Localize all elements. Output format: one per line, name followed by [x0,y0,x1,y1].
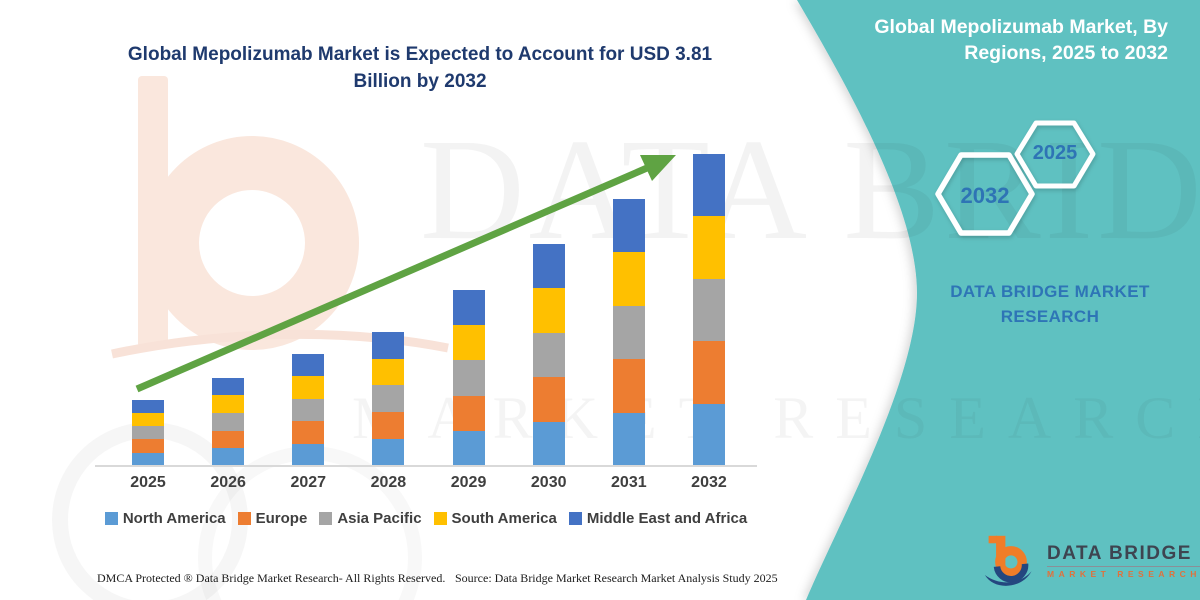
legend-swatch-icon [568,512,582,525]
watermark-b-bowl [145,136,359,350]
bar-segment-2027-middle-east-and-africa [292,354,325,377]
bar-segment-2026-south-america [212,395,245,413]
right-panel-heading: Global Mepolizumab Market, By Regions, 2… [820,14,1168,67]
bar-segment-2027-asia-pacific [292,398,325,422]
bar-segment-2026-middle-east-and-africa [212,377,245,396]
bar-segment-2030-north-america [532,421,565,466]
bar-segment-2028-asia-pacific [372,385,405,413]
bar-segment-2026-asia-pacific [212,412,245,431]
x-axis-line [95,465,757,467]
bar-segment-2028-europe [372,412,405,440]
chart-legend: North America Europe Asia Pacific South Ame… [92,510,760,527]
logo-b-flag [988,535,997,544]
bar-segment-2025-europe [132,439,164,453]
x-tick-2030: 2030 [530,474,567,491]
bar-segment-2032-north-america [692,403,725,466]
watermark-text-1: DATA BRIDGE [420,110,1200,270]
right-panel-brand-text: DATA BRIDGE MARKET RESEARCH [920,280,1180,329]
logo-divider [1047,566,1200,567]
bar-segment-2032-middle-east-and-africa [692,154,725,217]
footer-dmca-text: DMCA Protected ® Data Bridge Market Rese… [97,571,446,585]
bar-segment-2031-asia-pacific [612,305,645,360]
bar-segment-2032-europe [692,341,725,404]
bar-segment-2028-south-america [372,358,405,386]
bar-2031 [612,199,645,466]
bar-segment-2025-north-america [132,452,164,466]
bar-2025 [132,399,164,466]
bar-segment-2027-south-america [292,376,325,399]
chart-title-line-1: Global Mepolizumab Market is Expected to… [127,44,713,65]
watermark-b-stem [138,76,168,348]
legend-label: South America [451,510,557,527]
bar-segment-2030-south-america [532,288,565,333]
bar-segment-2027-north-america [292,443,325,466]
legend-item-middle-east-and-africa: Middle East and Africa [568,510,748,527]
x-tick-2025: 2025 [130,474,166,491]
legend-label: Asia Pacific [337,510,422,527]
brand-line-1: DATA BRIDGE MARKET [950,282,1150,301]
bar-segment-2030-middle-east-and-africa [532,244,565,289]
legend-label: North America [122,510,226,527]
legend-label: Europe [255,510,308,527]
x-tick-2031: 2031 [611,474,647,491]
chart-title-line-2: Billion by 2032 [353,70,487,92]
x-tick-2032: 2032 [691,474,727,491]
legend-item-europe: Europe [237,510,308,527]
legend-label: Middle East and Africa [586,510,748,527]
legend-item-north-america: North America [104,510,226,527]
x-tick-2026: 2026 [210,474,246,491]
hexagon-2025-label: 2025 [1032,142,1078,164]
right-panel-heading-line-2: Regions, 2025 to 2032 [964,42,1168,65]
legend-item-south-america: South America [433,510,557,527]
right-panel-heading-line-1: Global Mepolizumab Market, By [874,16,1168,38]
legend-swatch-icon [433,512,447,525]
bar-2027 [292,354,325,466]
bar-2030 [532,244,565,466]
bar-segment-2028-north-america [372,439,405,466]
bar-segment-2025-asia-pacific [132,426,164,440]
bar-segment-2030-europe [532,377,565,422]
bar-2029 [452,290,485,466]
bar-segment-2026-europe [212,430,245,449]
x-tick-2028: 2028 [370,474,407,491]
footer-source-text: Source: Data Bridge Market Research Mark… [455,571,778,585]
logo-name: DATA BRIDGE [1047,543,1192,564]
logo-text-block: DATA BRIDGE MARKET RESEARCH [1047,543,1200,579]
logo-tagline: MARKET RESEARCH [1047,569,1200,579]
bar-2026 [212,377,245,466]
bar-segment-2031-middle-east-and-africa [612,199,645,253]
bar-segment-2032-asia-pacific [692,278,725,342]
bar-segment-2031-europe [612,359,645,413]
bar-segment-2025-middle-east-and-africa [132,399,164,413]
bar-2028 [372,331,405,466]
x-tick-2027: 2027 [290,474,327,491]
bar-segment-2029-south-america [452,325,485,361]
brand-line-2: RESEARCH [1000,306,1100,326]
bar-segment-2032-south-america [692,216,725,279]
legend-swatch-icon [104,512,118,525]
bar-segment-2027-europe [292,421,325,444]
bar-segment-2031-south-america [612,252,645,306]
data-bridge-logo: DATA BRIDGE MARKET RESEARCH [983,530,1200,592]
legend-item-asia-pacific: Asia Pacific [319,510,422,527]
bar-segment-2029-north-america [452,430,485,466]
bar-segment-2025-south-america [132,412,164,427]
bar-segment-2026-north-america [212,448,245,466]
logo-b-bowl [995,546,1027,578]
chart-title: Global Mepolizumab Market is Expected to… [100,42,740,95]
bar-segment-2029-middle-east-and-africa [452,290,485,326]
bar-segment-2030-asia-pacific [532,332,565,378]
data-bridge-logo-icon [984,535,1032,586]
bar-segment-2029-asia-pacific [452,360,485,396]
bar-2032 [692,154,725,466]
x-tick-2029: 2029 [450,474,487,491]
legend-swatch-icon [237,512,251,525]
bar-segment-2031-north-america [612,412,645,466]
bar-segment-2029-europe [452,395,485,431]
bar-segment-2028-middle-east-and-africa [372,331,405,359]
hexagon-2032-label: 2032 [960,183,1010,208]
legend-swatch-icon [319,512,333,525]
